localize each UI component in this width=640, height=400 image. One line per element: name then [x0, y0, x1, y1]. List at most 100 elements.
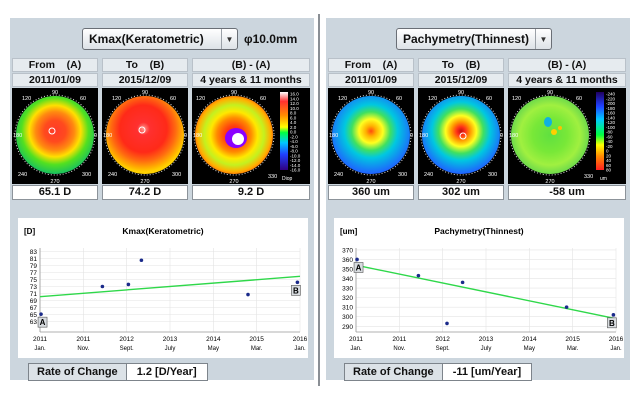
svg-text:180: 180 — [419, 133, 428, 139]
to-header: To (B) — [418, 58, 504, 72]
x-tick-label: 2015 — [565, 336, 580, 343]
scale-tick-label: -16.0 — [290, 168, 301, 173]
y-tick-label: 75 — [30, 277, 38, 284]
svg-text:60: 60 — [260, 96, 266, 102]
point-marker-box — [353, 262, 364, 273]
pachy-diff-map[interactable]: 90 120 60 180 330 270 -240 -220 -200 -180 -1… — [508, 88, 626, 184]
scale-tick-label: -12.0 — [290, 158, 301, 163]
scale-tick-label: -240 — [606, 92, 616, 97]
data-point — [39, 312, 43, 316]
scale-tick-label: 14.0 — [290, 96, 299, 101]
angle-label: 270 — [50, 179, 59, 184]
kmax-diff-column: (B) - (A) 4 years & 11 months — [192, 58, 310, 200]
thickness-scale-labels: -240-220-200-180-160-140-120-100-80-60-4… — [606, 92, 616, 173]
svg-text:300: 300 — [172, 172, 181, 178]
diff-duration: 4 years & 11 months — [508, 73, 626, 87]
svg-text:60: 60 — [576, 96, 582, 102]
svg-text:120: 120 — [512, 96, 521, 102]
kmax-to-map[interactable]: 90 120 60 180 0 240 300 270 — [102, 88, 188, 184]
diff-header: (B) - (A) — [192, 58, 310, 72]
kmax-header: Kmax(Keratometric) ▼ φ10.0mm — [10, 28, 314, 50]
x-tick-sublabel: Nov. — [77, 346, 89, 352]
scale-unit: um — [600, 176, 607, 182]
svg-text:330: 330 — [268, 174, 277, 180]
rate-label: Rate of Change — [344, 363, 443, 381]
svg-text:180: 180 — [103, 133, 112, 139]
scale-tick-label: -8.0 — [290, 149, 298, 154]
data-point — [445, 321, 449, 326]
svg-text:240: 240 — [424, 172, 433, 178]
rate-value: -11 [um/Year] — [442, 363, 533, 381]
kmax-from-map[interactable]: 90 120 60 180 0 240 300 270 — [12, 88, 98, 184]
scale-tick-label: 4.0 — [290, 120, 297, 125]
scale-tick-label: 0.0 — [290, 130, 297, 135]
rate-label: Rate of Change — [28, 363, 127, 381]
data-point — [139, 258, 144, 263]
x-tick-label: 2015 — [249, 336, 264, 343]
data-point — [460, 280, 465, 285]
pachy-metric-dropdown-label: Pachymetry(Thinnest) — [403, 32, 530, 46]
diameter-label: φ10.0mm — [244, 32, 298, 46]
pachy-from-map[interactable]: 90 120 60 180 0 240 300 270 — [328, 88, 414, 184]
kmax-diff-value: 9.2 D — [192, 185, 310, 200]
point-marker-label: A — [40, 318, 46, 327]
kmax-metric-dropdown[interactable]: Kmax(Keratometric) ▼ — [82, 28, 238, 50]
diopter-scale-bar — [280, 92, 288, 170]
scale-unit: Diop — [282, 176, 293, 182]
scale-tick-label: -140 — [606, 115, 616, 120]
scale-tick-label: 20 — [606, 153, 612, 158]
svg-text:0: 0 — [410, 133, 413, 139]
y-tick-label: 370 — [342, 247, 353, 254]
x-tick-label: 2011 — [33, 336, 47, 343]
pachy-from-value: 360 um — [328, 185, 414, 200]
scale-tick-label: -4.0 — [290, 139, 298, 144]
x-tick-sublabel: July — [165, 346, 176, 352]
scale-tick-label: 40 — [606, 158, 612, 163]
scale-tick-label: -60 — [606, 134, 613, 139]
scale-tick-label: -160 — [606, 111, 616, 116]
x-tick-sublabel: Jan. — [294, 346, 306, 352]
x-tick-label: 2012 — [119, 336, 134, 343]
data-point — [564, 305, 569, 309]
svg-text:60: 60 — [486, 96, 492, 102]
svg-text:240: 240 — [108, 172, 117, 178]
angle-label: 90 — [52, 90, 58, 96]
pachy-metric-dropdown[interactable]: Pachymetry(Thinnest) ▼ — [396, 28, 552, 50]
svg-text:90: 90 — [231, 90, 237, 96]
x-tick-sublabel: Jan. — [350, 346, 362, 352]
svg-text:300: 300 — [398, 172, 407, 178]
chart-y-unit: [D] — [24, 227, 35, 236]
x-tick-sublabel: July — [481, 346, 492, 352]
panel-divider[interactable] — [318, 14, 320, 386]
y-tick-label: 71 — [30, 291, 38, 298]
x-tick-label: 2011 — [349, 336, 363, 343]
data-point — [100, 284, 105, 289]
point-marker-box — [37, 316, 48, 328]
y-tick-label: 320 — [342, 295, 353, 302]
x-tick-label: 2012 — [435, 336, 450, 343]
svg-text:120: 120 — [338, 96, 347, 102]
x-tick-label: 2016 — [293, 336, 308, 343]
svg-text:120: 120 — [196, 96, 205, 102]
scale-tick-label: 6.0 — [290, 115, 297, 120]
svg-text:90: 90 — [142, 90, 148, 96]
scale-tick-label: -10.0 — [290, 153, 301, 158]
kmax-to-value: 74.2 D — [102, 185, 188, 200]
trend-line — [39, 275, 301, 298]
pachy-to-map[interactable]: 90 120 60 180 0 240 300 270 — [418, 88, 504, 184]
y-tick-label: 290 — [342, 324, 353, 331]
x-tick-sublabel: May — [208, 346, 219, 352]
kmax-diff-map[interactable]: 90 120 60 180 330 270 16.0 14.0 12.0 10.0 8.… — [192, 88, 310, 184]
diff-duration: 4 years & 11 months — [192, 73, 310, 87]
from-date: 2011/01/09 — [328, 73, 414, 87]
chevron-down-icon: ▼ — [221, 29, 237, 49]
data-point — [295, 280, 300, 285]
scale-tick-label: -14.0 — [290, 163, 301, 168]
x-tick-label: 2014 — [522, 336, 537, 343]
svg-text:60: 60 — [170, 96, 176, 102]
from-header: From (A) — [12, 58, 98, 72]
scale-tick-label: 2.0 — [290, 125, 297, 130]
kmax-rate-of-change: Rate of Change 1.2 [D/Year] — [28, 363, 208, 381]
x-tick-label: 2011 — [76, 336, 90, 343]
point-marker-box — [607, 317, 617, 329]
